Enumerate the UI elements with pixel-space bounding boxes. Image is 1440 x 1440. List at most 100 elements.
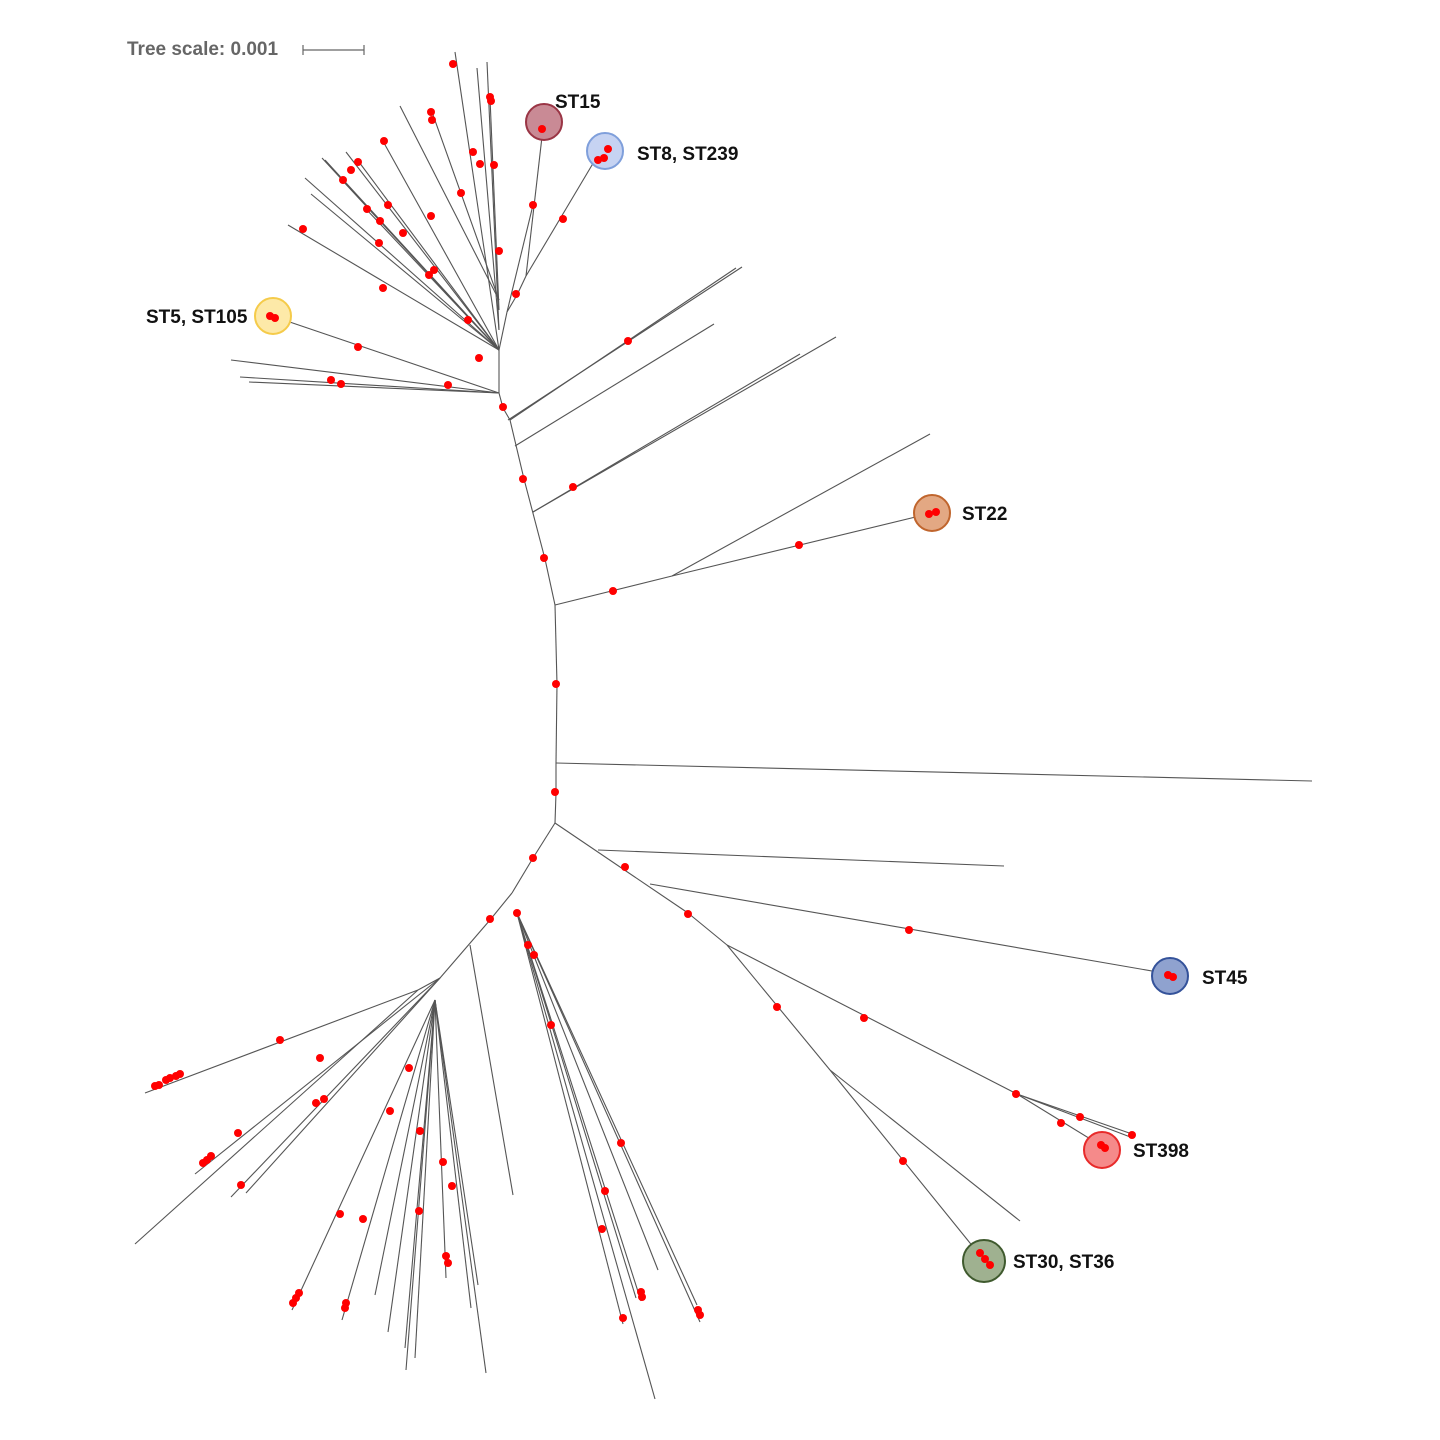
node-marker (529, 201, 537, 209)
node-marker (354, 343, 362, 351)
tree-branch (532, 336, 837, 513)
node-marker (430, 266, 438, 274)
tree-branch (431, 111, 500, 301)
tree-branch (498, 311, 508, 351)
tree-branch (439, 919, 491, 979)
tree-branch (434, 999, 472, 1309)
node-marker (619, 1314, 627, 1322)
tree-branch (476, 67, 500, 331)
node-marker (512, 290, 520, 298)
tree-branch (341, 999, 436, 1321)
node-marker (476, 160, 484, 168)
node-marker (234, 1129, 242, 1137)
node-marker (363, 205, 371, 213)
tree-branch (516, 912, 624, 1325)
clade-circle-st15 (525, 103, 563, 141)
node-marker (237, 1181, 245, 1189)
node-marker (905, 926, 913, 934)
tree-scale-label: Tree scale: 0.001 (127, 39, 278, 60)
tree-branch (489, 97, 500, 311)
tree-branch (1016, 1093, 1136, 1136)
node-marker (684, 910, 692, 918)
node-marker (276, 1036, 284, 1044)
node-marker (316, 1054, 324, 1062)
tree-branch (516, 912, 701, 1323)
node-marker (475, 354, 483, 362)
tree-branch (597, 849, 1005, 867)
node-marker (415, 1207, 423, 1215)
tree-branch (454, 51, 500, 351)
node-marker (444, 1259, 452, 1267)
tree-branch (245, 977, 441, 1194)
node-marker (464, 316, 472, 324)
node-marker (449, 60, 457, 68)
tree-branch (829, 1069, 1021, 1222)
node-marker (617, 1139, 625, 1147)
tree-branch (274, 316, 500, 394)
node-marker (320, 1095, 328, 1103)
tree-branch (532, 822, 556, 859)
node-marker (425, 271, 433, 279)
clade-label-st22: ST22 (962, 504, 1007, 525)
tree-branch (516, 912, 698, 1306)
node-marker (386, 1107, 394, 1115)
node-marker (624, 337, 632, 345)
node-marker (860, 1014, 868, 1022)
node-marker (604, 145, 612, 153)
node-marker (299, 225, 307, 233)
node-marker (359, 1215, 367, 1223)
node-marker (289, 1299, 297, 1307)
tree-branch (434, 999, 447, 1279)
tree-branch (509, 267, 737, 421)
node-marker (601, 1187, 609, 1195)
tree-branch (489, 892, 513, 921)
node-marker (530, 951, 538, 959)
node-marker (376, 217, 384, 225)
node-marker (379, 284, 387, 292)
tree-branch (230, 359, 500, 394)
node-marker (384, 201, 392, 209)
tree-branch (304, 177, 500, 351)
node-marker (416, 1127, 424, 1135)
node-marker (327, 376, 335, 384)
clade-label-st15: ST15 (555, 92, 601, 113)
tree-branch (544, 558, 556, 606)
tree-branch (687, 912, 728, 946)
clade-label-st5: ST5, ST105 (146, 307, 248, 328)
tree-branch (554, 604, 558, 685)
node-marker (336, 1210, 344, 1218)
node-marker (469, 148, 477, 156)
node-marker (1076, 1113, 1084, 1121)
clade-label-st398: ST398 (1133, 1141, 1189, 1162)
node-markers (151, 60, 1177, 1322)
node-marker (380, 137, 388, 145)
tree-branch (671, 433, 931, 577)
tree-branch (506, 204, 534, 313)
tree-scale: Tree scale: 0.001 (127, 39, 365, 60)
node-marker (341, 1304, 349, 1312)
node-marker (981, 1255, 989, 1263)
node-marker (552, 680, 560, 688)
tree-branch (417, 977, 441, 991)
node-marker (598, 1225, 606, 1233)
tree-branch (374, 999, 436, 1296)
node-marker (932, 508, 940, 516)
node-marker (976, 1249, 984, 1257)
node-marker (551, 788, 559, 796)
tree-branch (230, 977, 441, 1198)
node-marker (457, 189, 465, 197)
tree-branch (829, 1069, 988, 1265)
tree-branch (516, 912, 642, 1302)
node-marker (524, 941, 532, 949)
node-marker (490, 161, 498, 169)
node-marker (266, 312, 274, 320)
clade-labels: ST15 ST8, ST239 ST5, ST105 ST22 ST45 ST398 ST3… (146, 92, 1248, 1273)
node-marker (1012, 1090, 1020, 1098)
clade-label-st30: ST30, ST36 (1013, 1252, 1114, 1273)
tree-branch (469, 944, 514, 1196)
tree-branch (345, 151, 500, 351)
node-marker (399, 229, 407, 237)
tree-branch (486, 61, 500, 331)
node-marker (495, 247, 503, 255)
